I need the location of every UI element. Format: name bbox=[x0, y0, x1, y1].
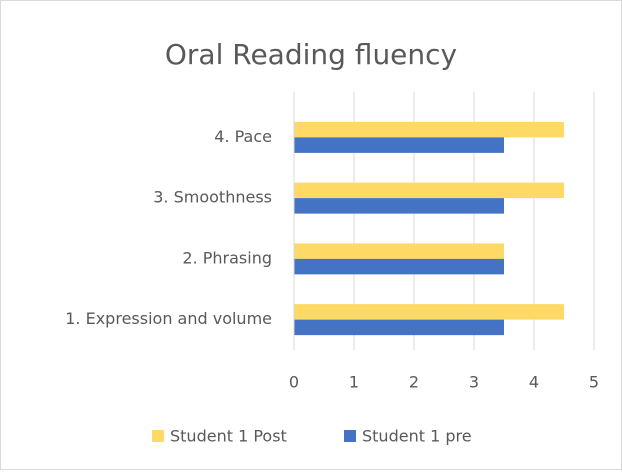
bar bbox=[294, 304, 564, 320]
bar bbox=[294, 243, 504, 259]
y-tick-label: 4. Pace bbox=[214, 127, 272, 146]
y-tick-label: 2. Phrasing bbox=[182, 248, 272, 267]
x-tick-label: 2 bbox=[409, 373, 419, 392]
bar bbox=[294, 198, 504, 214]
x-tick-label: 1 bbox=[349, 373, 359, 392]
bar bbox=[294, 137, 504, 153]
x-tick-label: 4 bbox=[529, 373, 539, 392]
bar bbox=[294, 258, 504, 275]
chart-title: Oral Reading fluency bbox=[165, 38, 457, 71]
bar bbox=[294, 121, 564, 138]
bar bbox=[294, 319, 504, 336]
y-tick-label: 1. Expression and volume bbox=[65, 309, 272, 328]
bar bbox=[294, 182, 564, 199]
legend-label: Student 1 pre bbox=[362, 427, 472, 446]
legend-label: Student 1 Post bbox=[170, 427, 287, 446]
legend-swatch bbox=[344, 430, 356, 442]
x-tick-label: 3 bbox=[469, 373, 479, 392]
x-tick-label: 0 bbox=[289, 373, 299, 392]
legend-swatch bbox=[152, 430, 164, 442]
y-tick-label: 3. Smoothness bbox=[153, 188, 272, 207]
x-tick-label: 5 bbox=[589, 373, 599, 392]
